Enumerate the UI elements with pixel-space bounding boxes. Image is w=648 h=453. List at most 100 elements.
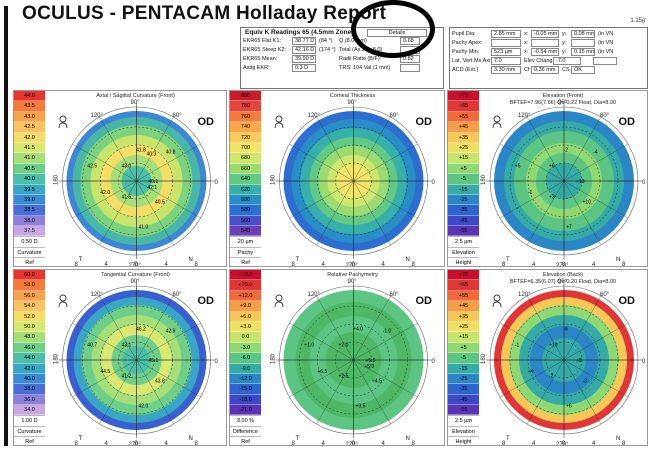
axis-label-bottom: 270° bbox=[556, 263, 569, 267]
pupil-value-3: OK bbox=[571, 66, 595, 74]
map-value: 40.1 bbox=[149, 179, 159, 185]
pupil-label: Pachy Apex: bbox=[452, 40, 483, 46]
scale-footer: Elevation bbox=[448, 246, 479, 258]
scale-value: -15 bbox=[448, 184, 479, 195]
axis-label-bottom: 270° bbox=[129, 442, 142, 446]
axis-label-right: 0 bbox=[642, 359, 646, 365]
scale-value: 600 bbox=[230, 194, 261, 206]
map-value: 43.0 bbox=[122, 163, 132, 169]
map-title: Elevation (Back) bbox=[542, 272, 584, 278]
scale-value: +25 bbox=[448, 321, 479, 333]
scale-value: +55 bbox=[448, 111, 479, 123]
map-value: 43.8 bbox=[155, 379, 165, 385]
pupil-value-2 bbox=[531, 39, 559, 47]
equiv-k-value: 38.77 D bbox=[292, 37, 316, 45]
axis-tick: 8 bbox=[292, 441, 296, 446]
map-value: +6 bbox=[566, 403, 572, 409]
scale-footer: Ref bbox=[14, 436, 45, 445]
eye-outline-icon bbox=[58, 115, 68, 129]
pupil-label-2: Elev Change: bbox=[524, 58, 552, 64]
map-value: -2 bbox=[564, 148, 569, 154]
axis-label-left: 180 bbox=[481, 174, 487, 185]
pupil-label: Pupil Dia: bbox=[452, 31, 476, 37]
scale-value: 560 bbox=[230, 215, 261, 227]
axis-label-120: 120° bbox=[91, 113, 104, 119]
map-value: +8 bbox=[576, 358, 582, 364]
pupil-row: Pachy Min: 523 µm x: -0.54 mm y: 0.15 mm (in V… bbox=[450, 48, 647, 57]
scale-value: 620 bbox=[230, 184, 261, 195]
eye-outline-icon bbox=[492, 115, 502, 129]
scale-value: +5 bbox=[448, 163, 479, 175]
equiv-k-axis: (174 °) bbox=[319, 47, 336, 53]
axis-tick: 8 bbox=[195, 262, 199, 267]
scale-value: +55 bbox=[448, 290, 479, 302]
axis-label-bottom: 270° bbox=[129, 263, 142, 267]
axis-tick: 0 bbox=[135, 262, 139, 267]
map-value: 45.1 bbox=[149, 358, 159, 364]
scale-value: 39.5 bbox=[14, 184, 45, 195]
scale-value: 36.0 bbox=[14, 394, 45, 406]
eye-side-label: OD bbox=[415, 295, 433, 307]
scale-value: 42.0 bbox=[14, 363, 45, 374]
map-panel-axial[interactable]: 44.0 43.5 43.0 42.5 42.0 41.5 41.0 40.5 40.0 39.5… bbox=[13, 90, 227, 267]
map-value: -1 bbox=[528, 190, 533, 196]
axis-label-60: 60° bbox=[600, 113, 610, 119]
equiv-k-row: Astig EKR: 0.3 D TRS: 104 Val (1 mm) bbox=[241, 64, 443, 73]
map-value: -1 bbox=[515, 342, 520, 348]
eye-outline-icon bbox=[492, 294, 502, 308]
pupil-panel: Pupil Dia: 2.85 mm x: -0.05 mm y: 0.08 mm (in … bbox=[449, 27, 648, 89]
scale-value: 780 bbox=[230, 101, 261, 112]
axis-tick: 4 bbox=[165, 441, 169, 446]
axis-tick: 4 bbox=[382, 441, 386, 446]
map-panel-pachy[interactable]: 800 780 760 740 720 700 680 660 640 620 600 580 560 5… bbox=[229, 90, 445, 267]
scale-value: 720 bbox=[230, 132, 261, 143]
map-value: +3.5 bbox=[356, 403, 366, 409]
map-panel-tangential[interactable]: 60.0 58.0 56.0 54.0 52.0 50.0 48.0 46.0 44.0 42.0… bbox=[13, 269, 227, 446]
axis-tick: 4 bbox=[165, 262, 169, 267]
axis-label-top: 90° bbox=[348, 100, 358, 106]
map-value: +4.5 bbox=[372, 379, 382, 385]
pupil-value-1: 7.0 bbox=[491, 57, 521, 65]
axis-tick: 8 bbox=[292, 262, 296, 267]
scale-value: 48.0 bbox=[14, 332, 45, 343]
axis-label-120: 120° bbox=[91, 292, 104, 298]
axis-label-60: 60° bbox=[173, 292, 183, 298]
map-value: +5 bbox=[515, 163, 521, 169]
map-value: +2.0 bbox=[339, 342, 349, 348]
map-value: -4 bbox=[593, 149, 598, 155]
map-value: -3 bbox=[583, 379, 588, 385]
equiv-k-value: 39.90 D bbox=[292, 55, 316, 63]
axis-tick: 0 bbox=[562, 262, 566, 267]
scale-value: +45 bbox=[448, 122, 479, 133]
scale-value: -3.0 bbox=[230, 342, 261, 354]
pupil-value-3 bbox=[571, 39, 595, 47]
temporal-label: T bbox=[79, 257, 83, 263]
map-value: +5.5 bbox=[366, 358, 376, 364]
map-subtitle: BFTEF=7.96(7.66) Q=-0.22 Float, Dia=8.00 bbox=[509, 100, 617, 106]
equiv-k-title: Equiv K Readings 65 (4.5mm Zone) bbox=[245, 29, 354, 36]
map-panel-elev-back[interactable]: +75 +65 +55 +45 +35 +25 +15 +5 -5 -15 -25 -35 -45 -55… bbox=[447, 269, 648, 446]
scale-value: +9.0 bbox=[230, 301, 261, 312]
map-panel-rel-pachy[interactable]: +18.0 +15.0 +12.0 +9.0 +6.0 +3.0 0.0 -3.0 -6.0 -9… bbox=[229, 269, 445, 446]
scale-value: 40.0 bbox=[14, 174, 45, 185]
scale-value: 0.0 bbox=[230, 332, 261, 343]
equiv-k-value: 0.3 D bbox=[292, 64, 316, 72]
pupil-label-2: x: bbox=[524, 49, 529, 55]
map-panel-elev-front[interactable]: +75 +65 +55 +45 +35 +25 +15 +5 -5 -15 -25 -35 -45 -55… bbox=[447, 90, 648, 267]
map-value: +4 bbox=[528, 369, 534, 375]
pupil-label-3: y: bbox=[562, 31, 567, 37]
axis-tick: 4 bbox=[592, 262, 596, 267]
map-value: -6 bbox=[564, 327, 569, 333]
scale-value: -15 bbox=[448, 363, 479, 374]
scale-footer: 1.00 D bbox=[14, 415, 45, 426]
axis-tick: 8 bbox=[75, 441, 79, 446]
axis-tick: 0 bbox=[352, 441, 356, 446]
map-value: 42.1 bbox=[147, 185, 157, 191]
scale-value: +12.0 bbox=[230, 290, 261, 302]
